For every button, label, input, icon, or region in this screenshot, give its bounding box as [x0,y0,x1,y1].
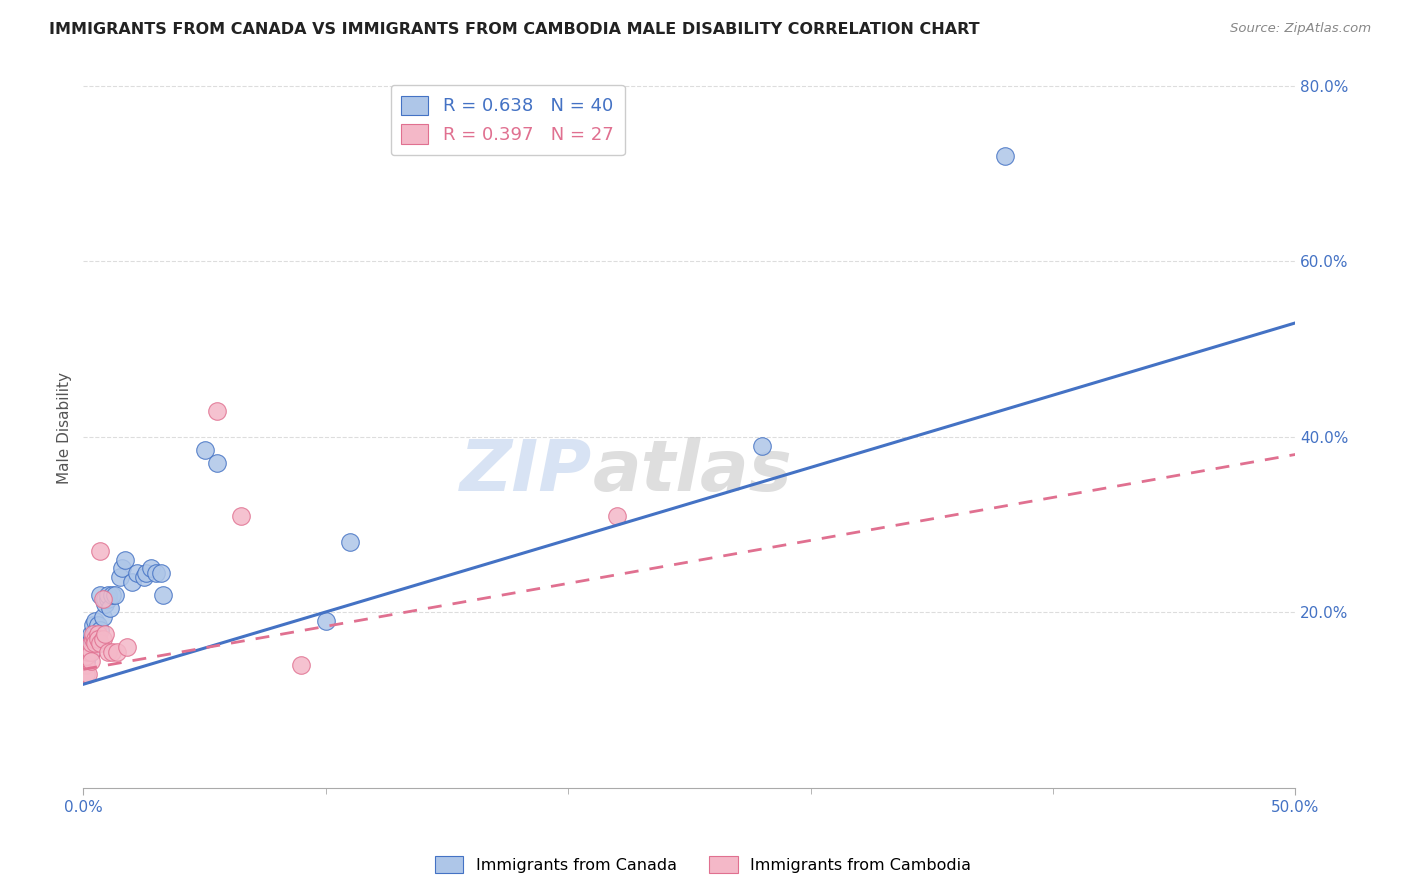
Point [91,632,114,646]
Point [89,544,111,558]
Point [315,614,337,628]
Point [84,627,107,641]
Point [111,561,134,575]
Point [82,636,104,650]
Point [149,566,172,580]
Point [94,597,117,611]
Point [89,636,111,650]
Point [145,566,167,580]
Text: atlas: atlas [592,437,792,506]
Point [84,636,107,650]
Point [101,588,124,602]
Legend: Immigrants from Canada, Immigrants from Cambodia: Immigrants from Canada, Immigrants from … [427,849,979,880]
Point [96,588,118,602]
Point [75,666,97,681]
Point [101,645,124,659]
Point [339,535,361,549]
Text: ZIP: ZIP [460,437,592,506]
Point [121,574,143,589]
Point [75,645,97,659]
Y-axis label: Male Disability: Male Disability [58,372,72,484]
Point [115,640,138,655]
Point [79,645,101,659]
Point [87,627,110,641]
Text: IMMIGRANTS FROM CANADA VS IMMIGRANTS FROM CAMBODIA MALE DISABILITY CORRELATION C: IMMIGRANTS FROM CANADA VS IMMIGRANTS FRO… [49,22,980,37]
Point [89,623,111,637]
Point [79,627,101,641]
Point [84,632,107,646]
Point [290,657,312,672]
Point [75,657,97,672]
Point [91,592,114,607]
Point [205,456,228,470]
Point [96,592,118,607]
Point [132,570,155,584]
Point [229,508,252,523]
Point [96,645,118,659]
Point [77,636,100,650]
Point [104,588,127,602]
Point [125,566,148,580]
Point [91,609,114,624]
Point [79,636,101,650]
Point [84,614,107,628]
Point [77,640,100,655]
Point [105,645,128,659]
Point [75,649,97,664]
Point [94,627,117,641]
Point [77,645,100,659]
Point [79,632,101,646]
Point [193,443,215,458]
Point [135,566,157,580]
Point [87,632,110,646]
Point [87,632,110,646]
Point [606,508,628,523]
Point [98,601,121,615]
Point [79,645,101,659]
Point [114,552,136,566]
Point [77,666,100,681]
Legend: R = 0.638   N = 40, R = 0.397   N = 27: R = 0.638 N = 40, R = 0.397 N = 27 [391,85,624,155]
Point [751,439,773,453]
Point [82,632,104,646]
Point [141,561,163,575]
Point [205,403,228,417]
Text: Source: ZipAtlas.com: Source: ZipAtlas.com [1230,22,1371,36]
Point [993,149,1015,163]
Point [108,570,131,584]
Point [94,592,117,607]
Point [152,588,174,602]
Point [79,654,101,668]
Point [82,627,104,641]
Point [89,588,111,602]
Point [82,618,104,632]
Point [87,618,110,632]
Point [75,654,97,668]
